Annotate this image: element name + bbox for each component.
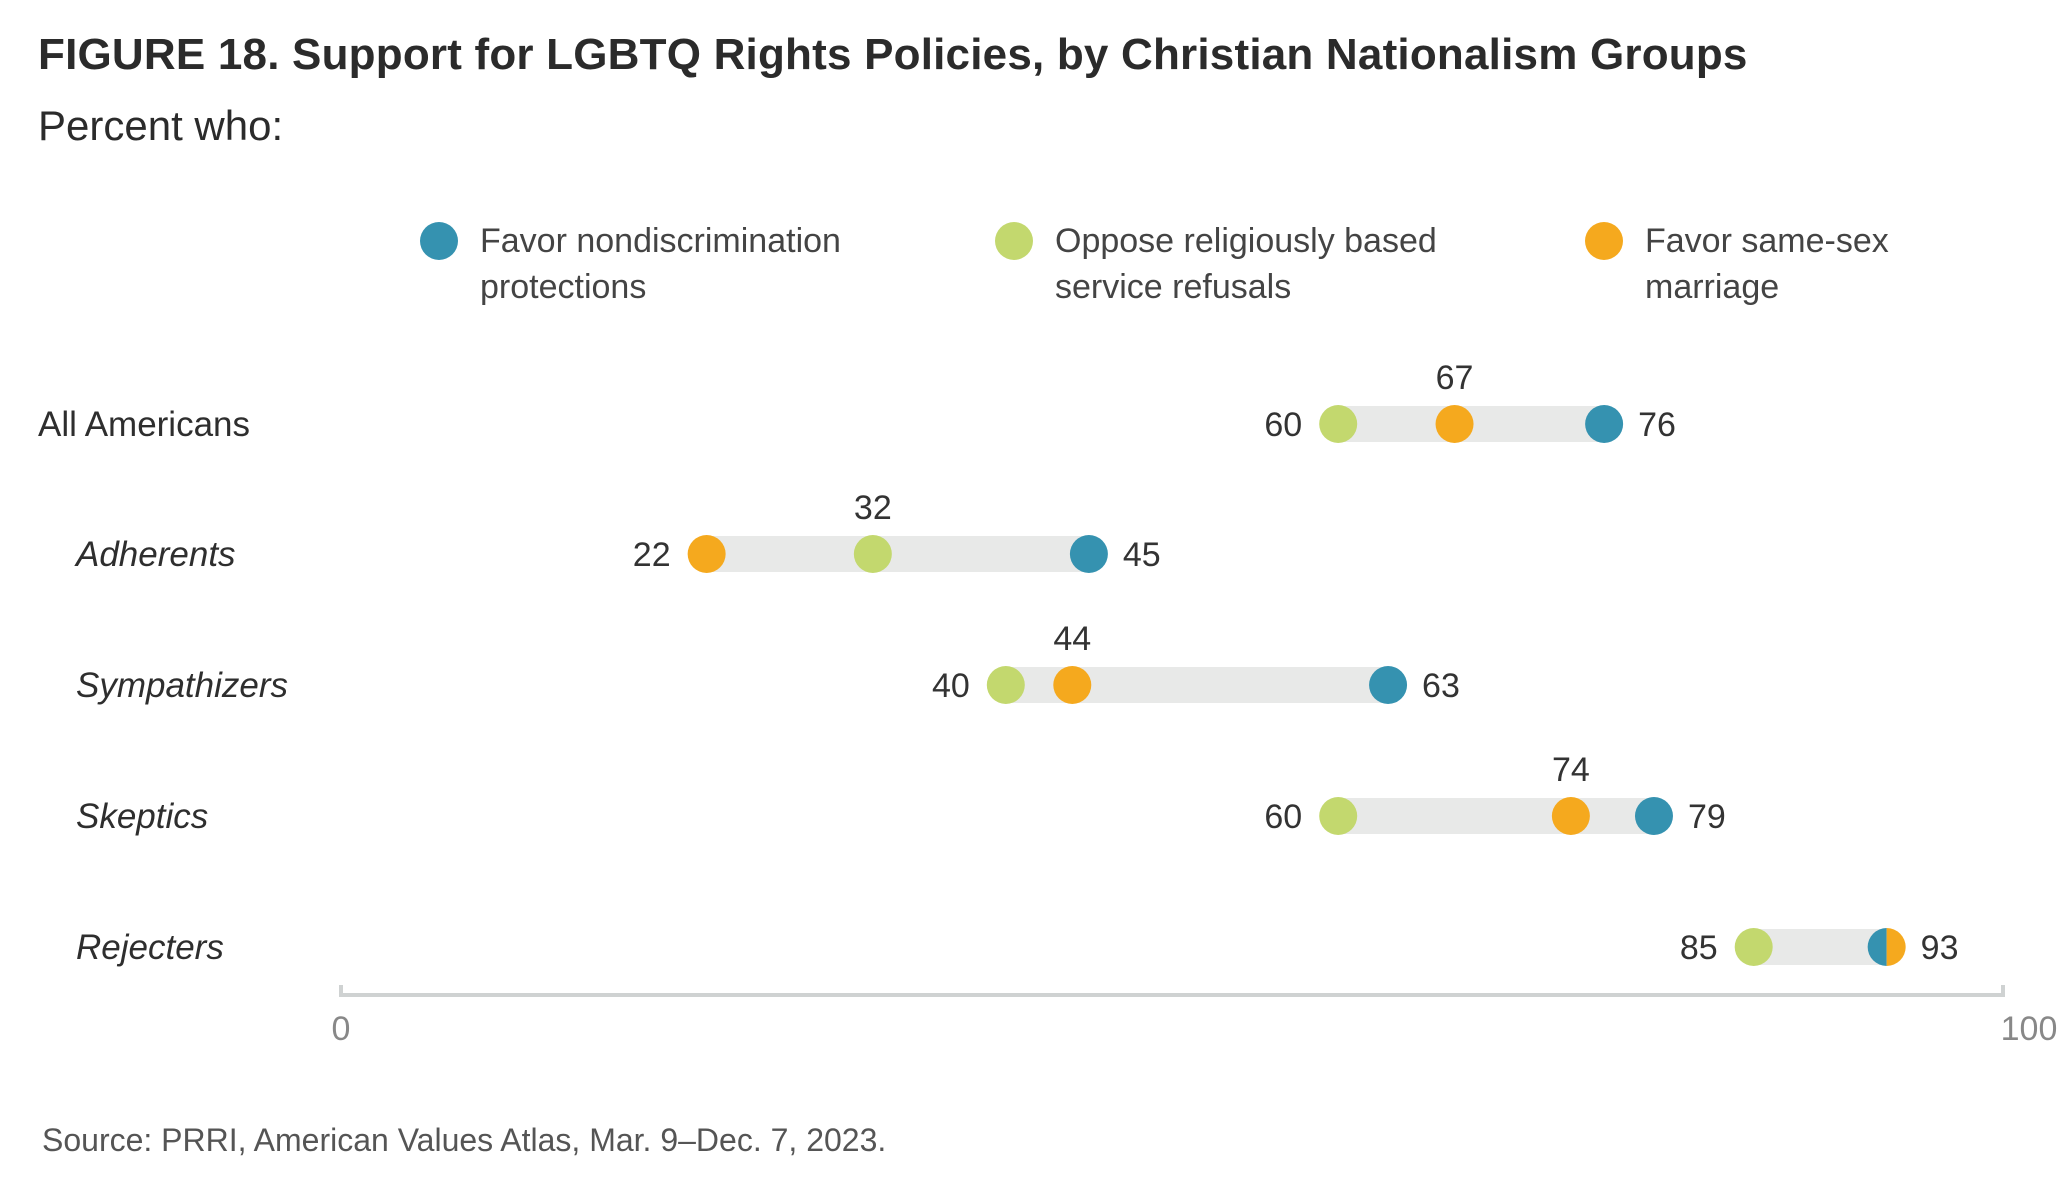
chart-subtitle: Percent who: — [38, 102, 284, 149]
value-label-adherents-min: 22 — [633, 536, 671, 574]
legend-swatch-service-refusals — [995, 222, 1033, 260]
legend-item-service-refusals: Oppose religiously based service refusal… — [995, 218, 1475, 310]
legend-item-nondiscrimination: Favor nondiscrimination protections — [420, 218, 900, 310]
chart-title: FIGURE 18. Support for LGBTQ Rights Poli… — [38, 30, 1748, 79]
dot-skeptics-favor-same-sex-marriage — [1551, 797, 1590, 835]
value-label-rejecters-min: 85 — [1680, 929, 1718, 967]
category-label-rejecters: Rejecters — [76, 928, 224, 967]
dot-rejecters-favor-nondiscrimination-protections-half — [1867, 928, 1887, 966]
value-label-sympathizers-min: 40 — [932, 667, 970, 705]
legend-label-same-sex-marriage: Favor same-sex marriage — [1645, 222, 1889, 306]
range-track-adherents — [706, 536, 1089, 572]
dot-sympathizers-oppose-religiously-based-service-refusals — [986, 666, 1025, 704]
value-label-adherents-mid: 32 — [854, 489, 892, 527]
dot-all-americans-oppose-religiously-based-service-refusals — [1319, 405, 1358, 443]
x-tick-label-100: 100 — [2001, 1010, 2058, 1048]
range-track-rejecters — [1753, 929, 1887, 965]
value-label-skeptics-min: 60 — [1264, 798, 1302, 836]
dot-skeptics-favor-nondiscrimination-protections — [1634, 797, 1673, 835]
value-label-rejecters-max: 93 — [1921, 929, 1959, 967]
value-label-sympathizers-mid: 44 — [1053, 620, 1091, 658]
dot-rejecters-oppose-religiously-based-service-refusals — [1734, 928, 1773, 966]
dot-adherents-oppose-religiously-based-service-refusals — [853, 535, 892, 573]
dot-all-americans-favor-same-sex-marriage — [1435, 405, 1474, 443]
legend-swatch-same-sex-marriage — [1585, 222, 1623, 260]
x-tick-label-0: 0 — [332, 1010, 351, 1048]
dot-adherents-favor-same-sex-marriage — [687, 535, 726, 573]
value-label-adherents-max: 45 — [1123, 536, 1161, 574]
dot-sympathizers-favor-nondiscrimination-protections — [1369, 666, 1408, 704]
legend-label-service-refusals: Oppose religiously based service refusal… — [1055, 222, 1437, 306]
category-label-all-americans: All Americans — [38, 405, 250, 444]
dot-all-americans-favor-nondiscrimination-protections — [1585, 405, 1624, 443]
dot-sympathizers-favor-same-sex-marriage — [1053, 666, 1092, 704]
value-label-all-americans-mid: 67 — [1436, 359, 1474, 397]
legend-item-same-sex-marriage: Favor same-sex marriage — [1585, 218, 1965, 310]
dot-rejecters-favor-same-sex-marriage-half — [1886, 928, 1906, 966]
value-label-sympathizers-max: 63 — [1422, 667, 1460, 705]
category-label-adherents: Adherents — [74, 535, 236, 574]
source-note: Source: PRRI, American Values Atlas, Mar… — [42, 1122, 887, 1158]
dot-skeptics-oppose-religiously-based-service-refusals — [1319, 797, 1358, 835]
legend-swatch-nondiscrimination — [420, 222, 458, 260]
range-track-skeptics — [1338, 798, 1654, 834]
value-label-skeptics-max: 79 — [1688, 798, 1726, 836]
dot-adherents-favor-nondiscrimination-protections — [1069, 535, 1108, 573]
value-label-all-americans-max: 76 — [1638, 406, 1676, 444]
category-label-sympathizers: Sympathizers — [76, 666, 288, 705]
legend-label-nondiscrimination: Favor nondiscrimination protections — [480, 222, 841, 306]
value-label-skeptics-mid: 74 — [1552, 751, 1590, 789]
value-label-all-americans-min: 60 — [1264, 406, 1302, 444]
category-label-skeptics: Skeptics — [76, 797, 208, 836]
